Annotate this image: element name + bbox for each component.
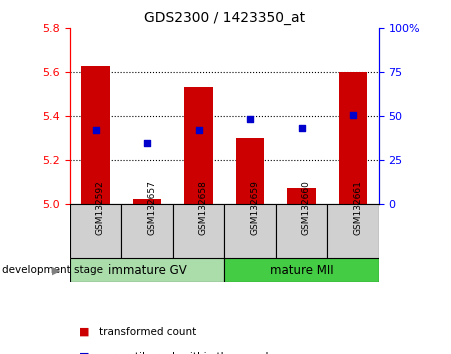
Bar [339, 72, 367, 204]
Text: immature GV: immature GV [108, 264, 187, 277]
Bar [70, 204, 121, 258]
Bar [225, 204, 276, 258]
Bar [133, 199, 161, 204]
Bar [287, 188, 316, 204]
Bar [82, 65, 110, 204]
Text: ▶: ▶ [52, 266, 61, 275]
Point [247, 116, 254, 122]
Bar [236, 138, 264, 204]
Point [350, 112, 357, 118]
Text: GSM132658: GSM132658 [198, 180, 207, 235]
Point [298, 125, 305, 131]
Text: ■: ■ [79, 352, 89, 354]
Bar [173, 204, 225, 258]
Title: GDS2300 / 1423350_at: GDS2300 / 1423350_at [144, 11, 305, 24]
Text: development stage: development stage [2, 266, 103, 275]
Bar [184, 87, 213, 204]
Bar [276, 204, 327, 258]
Text: mature MII: mature MII [270, 264, 333, 277]
Point [143, 141, 151, 146]
Text: percentile rank within the sample: percentile rank within the sample [99, 352, 275, 354]
Point [92, 127, 99, 133]
Bar [121, 204, 173, 258]
Bar [225, 258, 379, 282]
Text: ■: ■ [79, 327, 89, 337]
Text: GSM132592: GSM132592 [96, 180, 105, 235]
Text: GSM132660: GSM132660 [302, 180, 311, 235]
Text: GSM132659: GSM132659 [250, 180, 259, 235]
Text: GSM132661: GSM132661 [353, 180, 362, 235]
Bar [70, 258, 225, 282]
Text: transformed count: transformed count [99, 327, 197, 337]
Point [195, 127, 202, 133]
Text: GSM132657: GSM132657 [147, 180, 156, 235]
Bar [327, 204, 379, 258]
